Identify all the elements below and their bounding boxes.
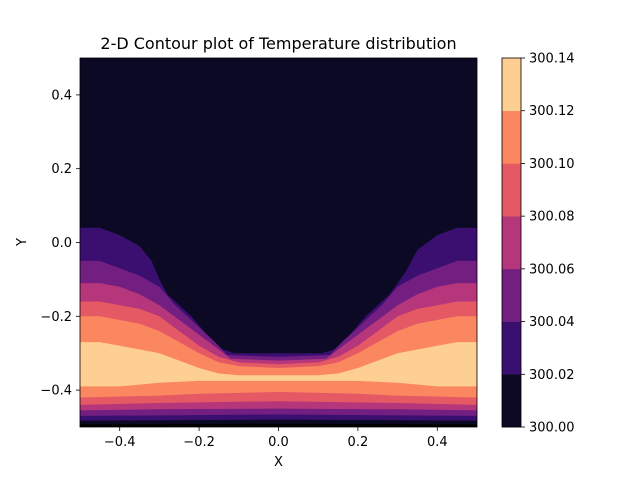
y-axis-label: Y <box>15 238 30 247</box>
x-axis: −0.4 −0.2 0.0 0.2 0.4 <box>104 427 448 450</box>
colorbar-tick-label: 300.14 <box>529 52 575 67</box>
contour-band-12 <box>80 423 477 427</box>
plot-area <box>79 57 478 428</box>
x-tick-label: 0.2 <box>348 435 369 450</box>
x-tick-label: −0.2 <box>183 435 215 450</box>
colorbar-tick-label: 300.06 <box>529 262 575 277</box>
y-tick-label: 0.0 <box>51 236 72 251</box>
colorbar-tick-label: 300.10 <box>529 157 575 172</box>
colorbar-swatch <box>502 268 521 322</box>
colorbar-swatch <box>502 58 521 112</box>
colorbar-frame <box>501 57 522 428</box>
y-axis: −0.4 −0.2 0.0 0.2 0.4 <box>40 88 80 399</box>
colorbar-swatch <box>502 110 521 164</box>
x-tick-label: −0.4 <box>104 435 136 450</box>
y-tick-label: −0.2 <box>40 310 72 325</box>
y-tick-label: −0.4 <box>40 384 72 399</box>
x-axis-label: X <box>274 455 283 470</box>
y-tick-label: 0.4 <box>51 88 72 103</box>
x-tick-label: 0.4 <box>427 435 448 450</box>
colorbar-swatch <box>502 216 521 270</box>
y-tick-label: 0.2 <box>51 162 72 177</box>
colorbar-swatch <box>502 374 521 428</box>
colorbar-swatch <box>502 321 521 375</box>
colorbar-tick-label: 300.00 <box>529 421 575 436</box>
colorbar-tick-label: 300.02 <box>529 368 575 383</box>
colorbar-swatch <box>502 163 521 217</box>
colorbar-tick-label: 300.04 <box>529 315 575 330</box>
x-tick-label: 0.0 <box>268 435 289 450</box>
chart-title: 2-D Contour plot of Temperature distribu… <box>100 34 456 53</box>
colorbar-tick-label: 300.12 <box>529 104 575 119</box>
colorbar: 300.00 300.02 300.04 300.06 300.08 300.10 300.… <box>501 52 575 436</box>
colorbar-tick-label: 300.08 <box>529 210 575 225</box>
